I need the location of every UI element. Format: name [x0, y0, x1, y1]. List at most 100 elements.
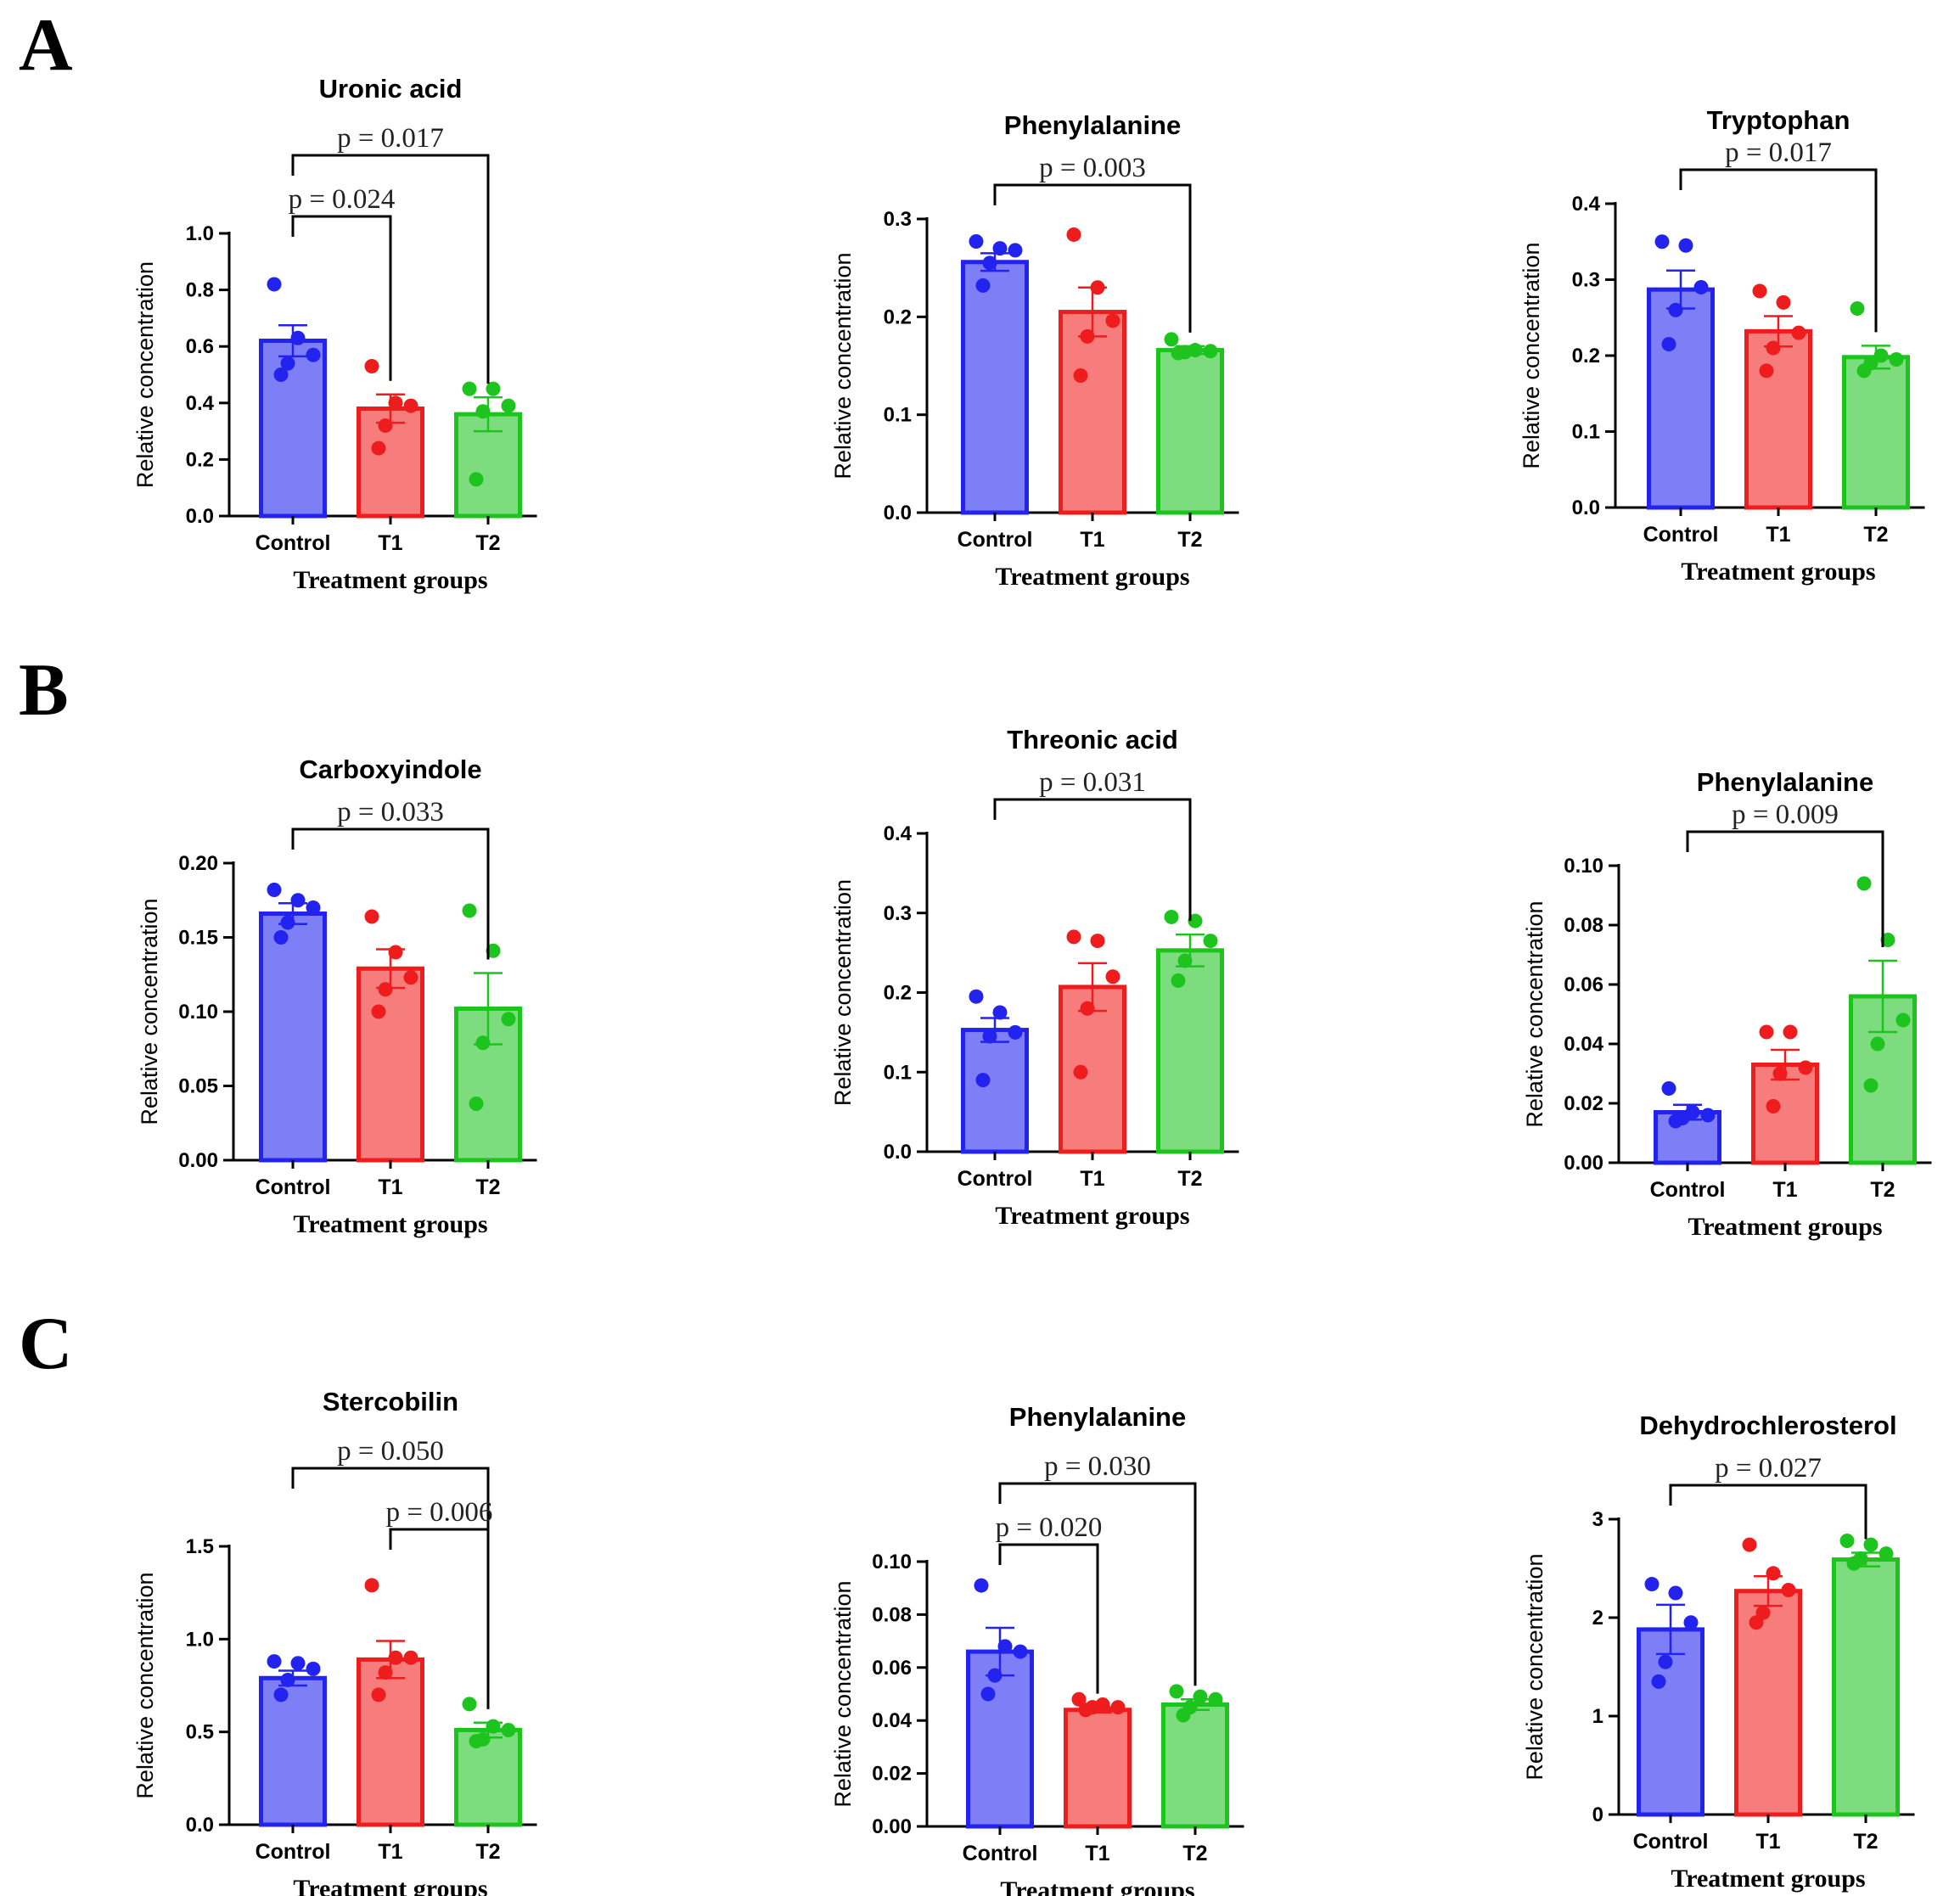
y-tick-label: 0.4	[884, 822, 913, 845]
y-tick-label: 1.0	[186, 1628, 214, 1651]
x-tick-label: T1	[378, 1840, 402, 1864]
data-point	[1078, 1702, 1093, 1718]
data-point	[1654, 234, 1670, 250]
p-value-label: p = 0.030	[1044, 1451, 1151, 1482]
x-axis-label: Treatment groups	[995, 563, 1189, 591]
data-point	[1752, 283, 1767, 299]
data-point	[982, 255, 997, 271]
y-axis-label: Relative concentration	[1522, 1553, 1547, 1780]
data-point	[1188, 913, 1203, 928]
data-point	[501, 1012, 516, 1027]
chart-title: Dehydrochlerosterol	[1639, 1411, 1896, 1440]
data-point	[469, 472, 484, 487]
data-point	[1766, 1566, 1781, 1581]
y-tick-label: 0.04	[872, 1709, 912, 1732]
data-point	[1791, 325, 1806, 340]
data-point	[403, 1650, 418, 1665]
data-point	[1863, 1078, 1879, 1093]
y-tick-label: 0.0	[186, 505, 214, 528]
data-point	[1759, 363, 1774, 379]
chart-2: Phenylalanine 0.0 0.1 0.2 0.3 Relative concen…	[830, 110, 1239, 591]
data-point	[1177, 953, 1193, 968]
chart-title: Phenylalanine	[1004, 110, 1181, 140]
panel-label-b: B	[19, 649, 69, 732]
bar-t2	[1842, 355, 1910, 510]
data-point	[1863, 1537, 1879, 1552]
data-point	[969, 234, 984, 250]
y-tick-label: 0.1	[884, 1061, 912, 1084]
chart-3: Tryptophan 0.0 0.1 0.2 0.3 0.4 Relative concen…	[1519, 105, 1925, 586]
bar-t1	[1059, 310, 1126, 515]
data-point	[1783, 1024, 1798, 1040]
bar-t1	[1064, 1708, 1132, 1829]
chart-title: Phenylalanine	[1697, 767, 1873, 797]
data-point	[1658, 1654, 1673, 1669]
data-point	[1766, 340, 1781, 356]
data-point	[1678, 238, 1693, 253]
y-tick-label: 0.15	[178, 927, 218, 950]
p-value-label: p = 0.024	[289, 184, 396, 215]
y-tick-label: 0.2	[1572, 345, 1600, 367]
x-tick-label: T1	[378, 1175, 402, 1199]
y-tick-label: 0.00	[178, 1149, 218, 1172]
significance-bracket	[998, 1482, 1197, 1686]
data-point	[980, 1686, 996, 1702]
x-tick-label: T1	[378, 531, 402, 555]
bar-control	[961, 1028, 1029, 1154]
y-axis-label: Relative concentration	[830, 252, 856, 479]
data-point	[1700, 1108, 1716, 1123]
significance-bracket	[993, 798, 1192, 922]
y-tick-label: 0.06	[1564, 973, 1603, 996]
data-point	[1870, 1036, 1885, 1052]
y-tick-label: 0.0	[1572, 496, 1600, 519]
data-point	[364, 359, 379, 374]
p-value-label: p = 0.031	[1039, 767, 1146, 798]
bar-t1	[1734, 1589, 1802, 1817]
data-point	[388, 1650, 403, 1665]
data-point	[378, 982, 393, 997]
data-point	[378, 418, 393, 433]
y-tick-label: 0.02	[872, 1763, 912, 1786]
chart-1: Uronic acid 0.0 0.2 0.4 0.6 0.8 1.0 Relative co…	[132, 74, 537, 594]
data-point	[992, 241, 1008, 256]
significance-bracket	[389, 1528, 490, 1709]
p-value-label: p = 0.050	[337, 1436, 444, 1467]
y-tick-label: 0.04	[1564, 1033, 1603, 1056]
data-point	[403, 970, 418, 985]
bar-control	[966, 1649, 1034, 1829]
y-tick-label: 0.1	[884, 404, 912, 427]
y-tick-label: 0.10	[872, 1551, 912, 1573]
bar-control	[259, 339, 327, 519]
p-value-label: p = 0.033	[337, 797, 444, 827]
data-point	[306, 900, 321, 915]
bar-t2	[1161, 1702, 1229, 1829]
y-tick-label: 0.06	[872, 1657, 912, 1680]
x-axis-label: Treatment groups	[995, 1202, 1189, 1230]
data-point	[982, 1029, 997, 1044]
data-point	[1164, 909, 1179, 924]
significance-bracket	[291, 215, 392, 381]
x-axis-label: Treatment groups	[293, 566, 487, 594]
data-point	[1759, 1024, 1774, 1040]
data-point	[1651, 1674, 1666, 1689]
x-tick-label: Control	[958, 528, 1033, 552]
data-point	[486, 1719, 501, 1734]
y-tick-label: 0.00	[1564, 1152, 1603, 1175]
data-point	[1208, 1691, 1223, 1707]
data-point	[469, 1097, 484, 1111]
chart-title: Stercobilin	[323, 1387, 458, 1416]
x-axis-label: Treatment groups	[293, 1875, 487, 1896]
data-point	[1889, 351, 1904, 367]
y-tick-label: 1	[1592, 1705, 1603, 1728]
data-point	[1066, 929, 1081, 945]
x-tick-label: T1	[1080, 528, 1104, 552]
data-point	[1880, 933, 1895, 947]
data-point	[273, 367, 289, 382]
y-tick-label: 0.2	[884, 982, 912, 1005]
significance-bracket	[1669, 1484, 1867, 1540]
x-tick-label: Control	[1633, 1830, 1709, 1854]
data-point	[1668, 1113, 1683, 1129]
x-tick-label: T2	[475, 531, 500, 555]
data-point	[306, 347, 321, 362]
data-point	[290, 330, 306, 345]
